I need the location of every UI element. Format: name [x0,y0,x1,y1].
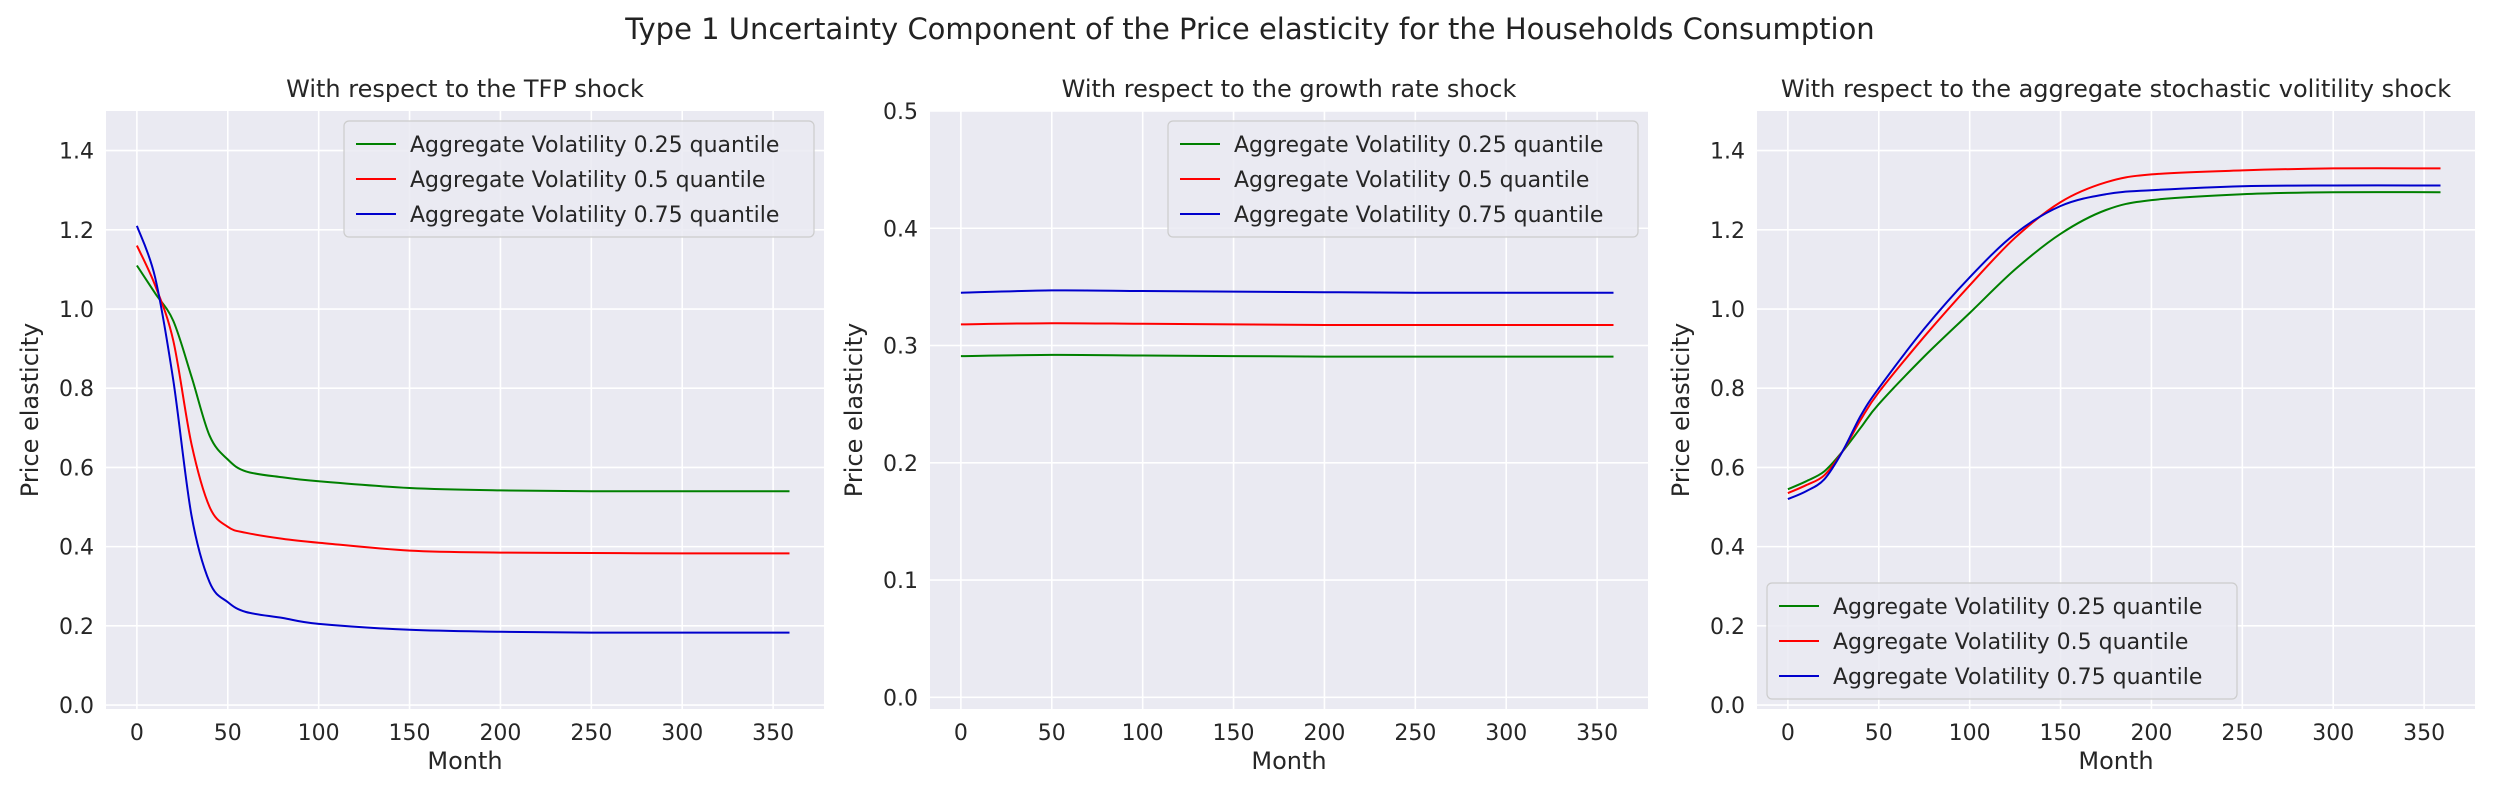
x-tick-label: 300 [1485,721,1527,746]
x-tick-label: 350 [2403,721,2445,746]
subplot-title: With respect to the aggregate stochastic… [1781,75,2451,103]
legend-label: Aggregate Volatility 0.25 quantile [410,133,779,158]
y-tick-label: 0.6 [1710,456,1745,481]
legend-label: Aggregate Volatility 0.5 quantile [1833,630,2188,655]
legend-box [343,120,815,238]
y-axis-label: Price elasticity [16,323,44,497]
legend: Aggregate Volatility 0.25 quantile Aggreg… [1167,120,1639,238]
series-line-3 [135,225,790,634]
y-tick-label: 1.4 [59,140,94,165]
series-line-3 [1787,184,2441,501]
x-axis-label: Month [1251,747,1326,775]
legend-label: Aggregate Volatility 0.75 quantile [1833,665,2202,690]
legend-label: Aggregate Volatility 0.25 quantile [1833,595,2202,620]
legend-label: Aggregate Volatility 0.25 quantile [1234,133,1603,158]
y-tick-label: 0.1 [883,569,918,594]
y-tick-label: 0.0 [1710,694,1745,719]
subplot-title: With respect to the TFP shock [286,75,644,103]
x-tick-label: 250 [570,721,612,746]
y-tick-label: 0.2 [1710,615,1745,640]
x-tick-label: 0 [130,721,144,746]
series-line-2 [1787,167,2441,495]
x-axis-label: Month [427,747,502,775]
x-tick-label: 300 [661,721,703,746]
x-tick-label: 50 [1038,721,1066,746]
series-line-2 [960,322,1614,327]
x-tick-label: 350 [752,721,794,746]
y-axis-label: Price elasticity [840,323,868,497]
figure-title: Type 1 Uncertainty Component of the Pric… [625,12,1875,46]
x-tick-label: 150 [1213,721,1255,746]
y-tick-label: 0.0 [883,686,918,711]
y-tick-label: 0.6 [59,456,94,481]
y-tick-label: 0.2 [59,615,94,640]
y-tick-label: 1.0 [1710,298,1745,323]
y-tick-label: 1.2 [59,219,94,244]
series-line-3 [960,289,1614,294]
legend-box [1167,120,1639,238]
x-tick-label: 150 [2040,721,2082,746]
y-tick-label: 0.5 [883,100,918,125]
y-tick-label: 1.2 [1710,219,1745,244]
x-tick-label: 50 [1865,721,1893,746]
y-tick-label: 1.4 [1710,140,1745,165]
y-tick-label: 0.4 [59,536,94,561]
x-tick-label: 200 [2130,721,2172,746]
y-tick-label: 1.0 [59,298,94,323]
x-axis-label: Month [2078,747,2153,775]
legend-label: Aggregate Volatility 0.5 quantile [1234,168,1589,193]
y-tick-label: 0.0 [59,694,94,719]
legend-box [1766,582,2238,700]
legend: Aggregate Volatility 0.25 quantile Aggreg… [1766,582,2238,700]
x-tick-label: 250 [2221,721,2263,746]
legend: Aggregate Volatility 0.25 quantile Aggreg… [343,120,815,238]
series-line-1 [960,353,1614,358]
x-tick-label: 0 [1781,721,1795,746]
y-tick-label: 0.3 [883,335,918,360]
subplot-1: 0 50 100 150 200 250 300 350 0.0 0.2 0.4 0.6 0.8 1.0 1… [16,75,824,775]
subplot-title: With respect to the growth rate shock [1062,75,1517,103]
y-axis-label: Price elasticity [1667,323,1695,497]
x-tick-label: 350 [1576,721,1618,746]
legend-label: Aggregate Volatility 0.75 quantile [1234,203,1603,228]
y-tick-label: 0.8 [1710,377,1745,402]
x-tick-label: 100 [1949,721,1991,746]
legend-label: Aggregate Volatility 0.5 quantile [410,168,765,193]
x-tick-label: 100 [1122,721,1164,746]
x-tick-label: 300 [2312,721,2354,746]
series-line-1 [1787,191,2441,491]
y-tick-label: 0.2 [883,452,918,477]
series-line-1 [136,264,790,493]
series-line-2 [135,245,790,555]
y-tick-label: 0.4 [883,217,918,242]
y-tick-label: 0.8 [59,377,94,402]
x-tick-label: 100 [298,721,340,746]
legend-label: Aggregate Volatility 0.75 quantile [410,203,779,228]
y-tick-label: 0.4 [1710,536,1745,561]
x-tick-label: 250 [1394,721,1436,746]
subplot-3: 0 50 100 150 200 250 300 350 0.0 0.2 0.4 0.6 0.8 1.0 1… [1667,75,2475,775]
x-tick-label: 200 [479,721,521,746]
subplot-2: 0 50 100 150 200 250 300 350 0.0 0.1 0.2 0.3 0.4 0.5 W… [840,75,1648,775]
x-tick-label: 50 [214,721,242,746]
x-tick-label: 200 [1303,721,1345,746]
x-tick-label: 0 [954,721,968,746]
x-tick-label: 150 [389,721,431,746]
